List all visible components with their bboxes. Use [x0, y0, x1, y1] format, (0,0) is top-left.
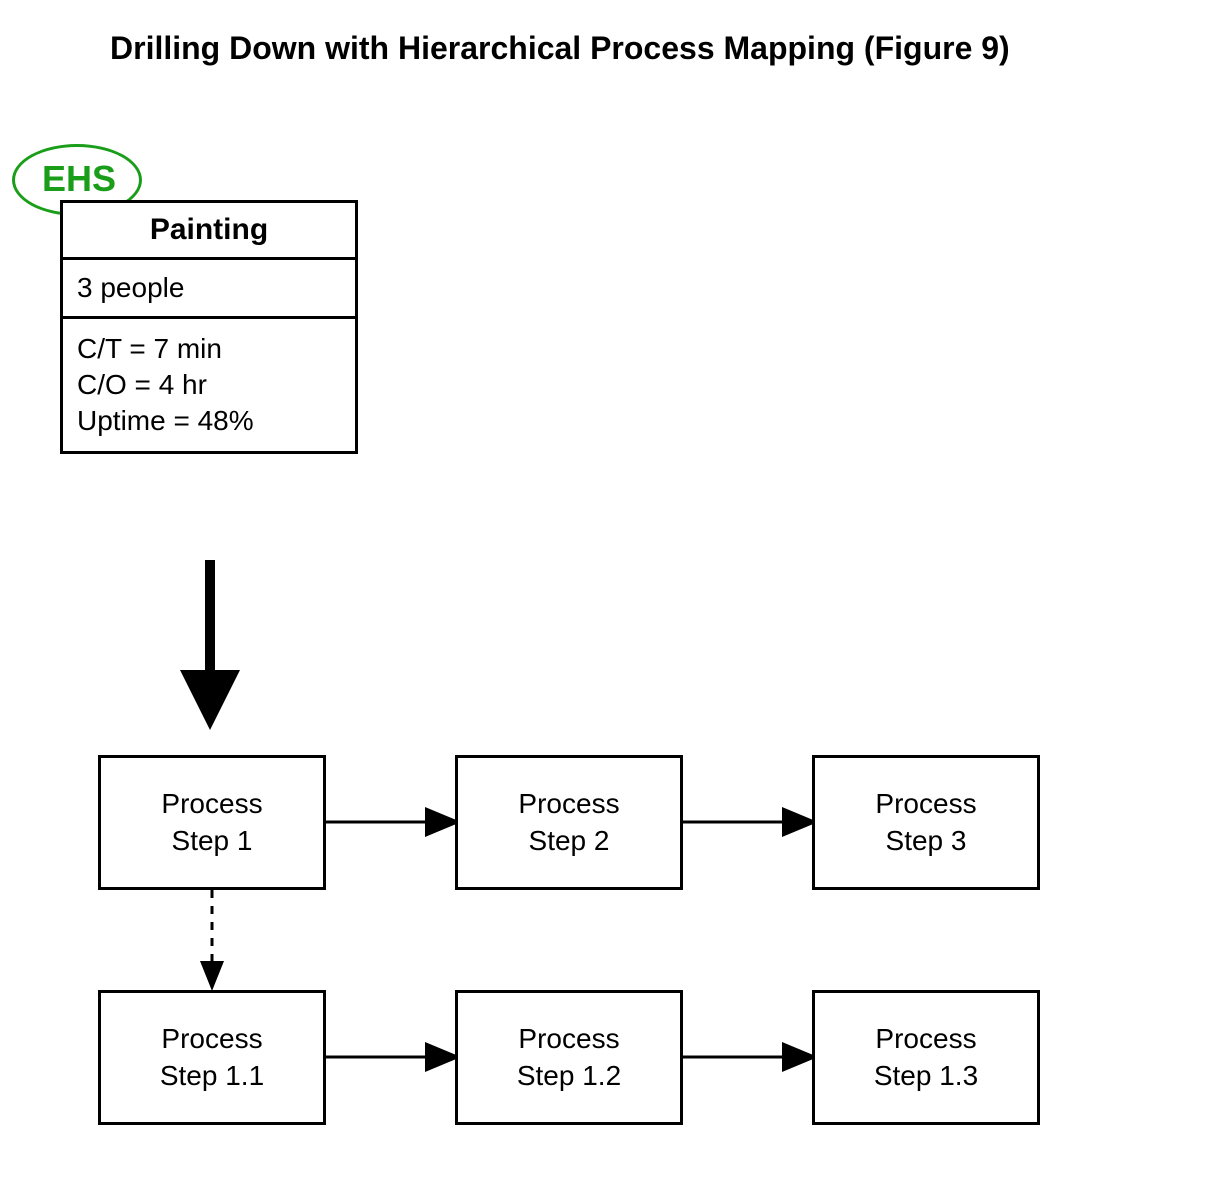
process-step-1-3: Process Step 1.3 — [812, 990, 1040, 1125]
process-step-1-1-line1: Process — [161, 1021, 262, 1057]
process-step-1-3-line2: Step 1.3 — [874, 1058, 978, 1094]
process-step-3-line1: Process — [875, 786, 976, 822]
process-step-1-1: Process Step 1.1 — [98, 990, 326, 1125]
process-step-1-2: Process Step 1.2 — [455, 990, 683, 1125]
process-step-1-3-line1: Process — [875, 1021, 976, 1057]
process-step-1-2-line2: Step 1.2 — [517, 1058, 621, 1094]
process-step-1-1-line2: Step 1.1 — [160, 1058, 264, 1094]
process-step-2-line2: Step 2 — [529, 823, 610, 859]
process-step-1-line2: Step 1 — [172, 823, 253, 859]
process-step-2-line1: Process — [518, 786, 619, 822]
process-step-1-2-line1: Process — [518, 1021, 619, 1057]
process-step-1-line1: Process — [161, 786, 262, 822]
process-step-3-line2: Step 3 — [886, 823, 967, 859]
process-step-1: Process Step 1 — [98, 755, 326, 890]
process-step-2: Process Step 2 — [455, 755, 683, 890]
process-step-3: Process Step 3 — [812, 755, 1040, 890]
